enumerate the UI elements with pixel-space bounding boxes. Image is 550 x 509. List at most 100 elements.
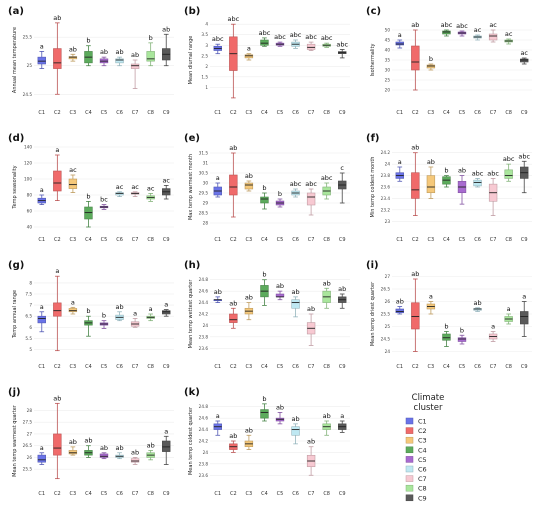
box-iqr: [229, 174, 238, 196]
x-tick-label: C5: [459, 110, 466, 116]
box-C2: ab: [229, 144, 238, 218]
panel-label: (h): [184, 260, 200, 271]
y-tick-label: 23.8: [381, 173, 391, 178]
x-tick-label: C9: [521, 237, 528, 243]
box-C9: a: [162, 427, 171, 465]
x-tick-label: C1: [214, 237, 221, 243]
x-tick-label: C8: [147, 364, 154, 370]
x-tick-label: C6: [116, 110, 123, 116]
significance-letter: b: [262, 395, 266, 403]
significance-letter: ab: [427, 158, 435, 166]
significance-letter: ab: [245, 172, 253, 180]
box-iqr: [395, 308, 404, 314]
box-C1: a: [37, 303, 46, 333]
significance-letter: a: [340, 412, 344, 420]
significance-letter: a: [133, 309, 137, 317]
x-tick-label: C9: [521, 364, 528, 370]
significance-letter: ab: [229, 432, 237, 440]
significance-letter: b: [460, 326, 464, 334]
significance-letter: abc: [503, 155, 515, 163]
significance-letter: ac: [69, 166, 77, 174]
legend-label: C7: [418, 475, 427, 483]
significance-letter: b: [102, 312, 106, 320]
box-C8: ab: [146, 441, 155, 461]
legend-item-C8: C8: [405, 485, 427, 493]
y-tick-label: 3: [205, 43, 208, 48]
x-tick-label: C6: [292, 491, 299, 497]
x-tick-label: C2: [54, 110, 61, 116]
legend-item-C3: C3: [405, 437, 427, 445]
box-iqr: [504, 169, 513, 179]
box-C9: a: [162, 301, 171, 317]
box-C6: ac: [473, 26, 482, 41]
box-C5: b: [99, 312, 109, 329]
panel-k: (k) Mean temp coldest quarter 23.6 23.8 24 24…: [180, 381, 356, 506]
y-tick-label: 2: [205, 64, 208, 69]
y-tick-label: 24.5: [23, 92, 33, 97]
y-axis-label: Mean temp coldest quarter: [188, 406, 194, 475]
significance-letter: ab: [245, 294, 253, 302]
x-tick-label: C1: [396, 110, 403, 116]
box-iqr: [442, 30, 451, 35]
box-C3: b: [426, 55, 436, 71]
significance-letter: a: [40, 42, 44, 50]
significance-letter: abc: [321, 174, 333, 182]
significance-letter: ab: [411, 144, 419, 152]
significance-letter: abc: [472, 169, 484, 177]
y-tick-label: 24: [385, 162, 391, 167]
significance-letter: a: [247, 45, 251, 53]
y-tick-label: 7.5: [25, 292, 32, 297]
significance-letter: ab: [292, 415, 300, 423]
box-C7: ab: [306, 438, 316, 476]
significance-letter: ab: [84, 437, 92, 445]
y-tick-label: 5.5: [25, 336, 32, 341]
x-tick-label: C2: [230, 491, 237, 497]
x-tick-label: C5: [101, 364, 108, 370]
y-tick-label: 23.8: [199, 461, 209, 466]
box-iqr: [442, 333, 451, 341]
y-tick-label: 24.6: [199, 289, 209, 294]
x-tick-label: C3: [70, 364, 77, 370]
legend-swatch: [405, 417, 414, 425]
y-tick-label: 30: [385, 68, 391, 73]
box-C6: ab: [115, 48, 124, 67]
x-tick-label: C5: [459, 364, 466, 370]
x-tick-label: C7: [132, 491, 139, 497]
box-iqr: [426, 64, 436, 69]
x-tick-label: C4: [443, 110, 450, 116]
significance-letter: a: [216, 412, 220, 420]
y-tick-label: 31: [203, 161, 209, 166]
x-tick-label: C4: [443, 364, 450, 370]
significance-letter: a: [71, 298, 75, 306]
y-axis-label: Max temp warmest month: [188, 154, 194, 220]
y-tick-label: 24.8: [199, 277, 209, 282]
significance-letter: a: [164, 427, 168, 435]
significance-letter: b: [262, 184, 266, 192]
y-tick-label: 25: [385, 78, 391, 83]
significance-letter: ab: [458, 167, 466, 175]
significance-letter: ab: [276, 403, 284, 411]
x-tick-label: C4: [85, 110, 92, 116]
box-C2: ab: [229, 299, 238, 329]
legend-label: C9: [418, 494, 427, 502]
y-tick-label: 23.6: [199, 473, 209, 478]
y-tick-label: 23.4: [381, 196, 391, 201]
significance-letter: a: [164, 301, 168, 309]
x-tick-label: C2: [54, 364, 61, 370]
significance-letter: abc: [305, 33, 317, 41]
legend-swatch: [405, 446, 414, 454]
box-iqr: [53, 302, 62, 317]
x-tick-label: C7: [490, 237, 497, 243]
legend-title-line-1: Climate: [412, 393, 445, 403]
significance-letter: bc: [100, 196, 108, 204]
y-tick-label: 24.6: [199, 416, 209, 421]
box-iqr: [306, 192, 316, 206]
significance-letter: b: [429, 55, 433, 63]
legend-label: C1: [418, 418, 427, 426]
significance-letter: b: [444, 167, 448, 175]
box-iqr: [395, 41, 404, 46]
significance-letter: ab: [323, 412, 331, 420]
box-iqr: [457, 337, 467, 342]
significance-letter: ab: [307, 305, 315, 313]
